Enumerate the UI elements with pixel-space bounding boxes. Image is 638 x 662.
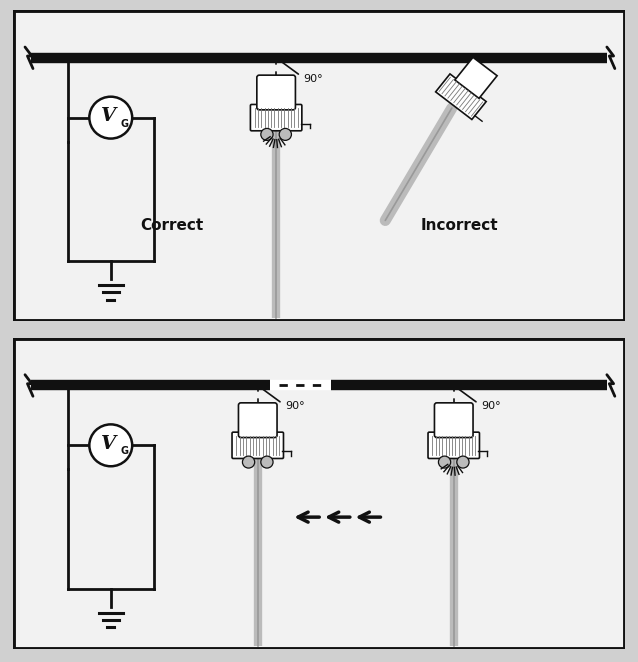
Text: 90°: 90° — [285, 401, 305, 411]
Text: V: V — [101, 107, 117, 125]
FancyBboxPatch shape — [250, 105, 302, 131]
FancyBboxPatch shape — [232, 432, 283, 459]
Text: G: G — [121, 118, 129, 128]
Polygon shape — [455, 58, 497, 99]
Text: Incorrect: Incorrect — [421, 218, 499, 233]
Text: Correct: Correct — [140, 218, 204, 233]
FancyBboxPatch shape — [257, 75, 295, 110]
Circle shape — [261, 128, 273, 140]
Text: G: G — [121, 446, 129, 456]
FancyBboxPatch shape — [239, 403, 277, 438]
FancyBboxPatch shape — [428, 432, 480, 459]
Circle shape — [261, 456, 273, 468]
Circle shape — [438, 456, 450, 468]
Circle shape — [279, 128, 292, 140]
Polygon shape — [436, 74, 486, 119]
FancyBboxPatch shape — [434, 403, 473, 438]
Text: V: V — [101, 435, 117, 453]
Text: 90°: 90° — [304, 73, 323, 83]
Circle shape — [457, 456, 469, 468]
Circle shape — [89, 424, 132, 466]
Circle shape — [89, 97, 132, 138]
Text: 90°: 90° — [481, 401, 501, 411]
Circle shape — [242, 456, 255, 468]
